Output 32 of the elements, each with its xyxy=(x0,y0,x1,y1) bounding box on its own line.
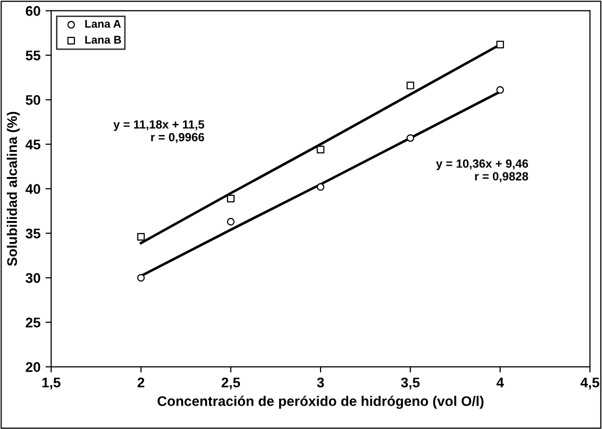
point xyxy=(406,134,414,142)
x-axis-title: Concentración de peróxido de hidrógeno (vol O/l) xyxy=(158,396,484,409)
point xyxy=(226,194,235,202)
point xyxy=(226,218,235,226)
x-tick-label: 2 xyxy=(138,378,144,388)
y-tick-label: 35 xyxy=(26,228,40,238)
y-tick-label: 50 xyxy=(26,95,40,105)
x-tick-label: 4 xyxy=(496,378,504,388)
y-tick-label: 25 xyxy=(26,318,40,328)
annotation: y = 11,18x + 11,5 r = 0,9966 xyxy=(113,120,204,144)
y-axis-title: Solubilidad alcalina (%) xyxy=(6,112,20,266)
x-tick-label: 1,5 xyxy=(42,378,60,390)
y-tick-label: 45 xyxy=(26,140,40,150)
point xyxy=(137,233,145,241)
legend-label: Lana B xyxy=(85,36,122,44)
point xyxy=(496,40,504,48)
point xyxy=(316,183,324,191)
y-tick-label: 60 xyxy=(26,6,40,16)
x-tick-label: 4,5 xyxy=(580,378,600,390)
x-tick-label: 3 xyxy=(317,378,324,388)
legend-label: Lana A xyxy=(85,20,121,28)
x-tick-label: 3,5 xyxy=(401,378,420,390)
y-tick-label: 30 xyxy=(26,273,40,283)
y-tick-label: 55 xyxy=(26,50,40,60)
y-tick-label: 40 xyxy=(26,184,40,194)
y-tick-label: 20 xyxy=(26,362,40,372)
point xyxy=(496,86,504,94)
point xyxy=(137,274,145,282)
point xyxy=(406,82,414,90)
x-tick-label: 2,5 xyxy=(222,378,240,390)
annotation: y = 10,36x + 9,46 r = 0,9828 xyxy=(436,159,528,182)
point xyxy=(316,146,324,154)
